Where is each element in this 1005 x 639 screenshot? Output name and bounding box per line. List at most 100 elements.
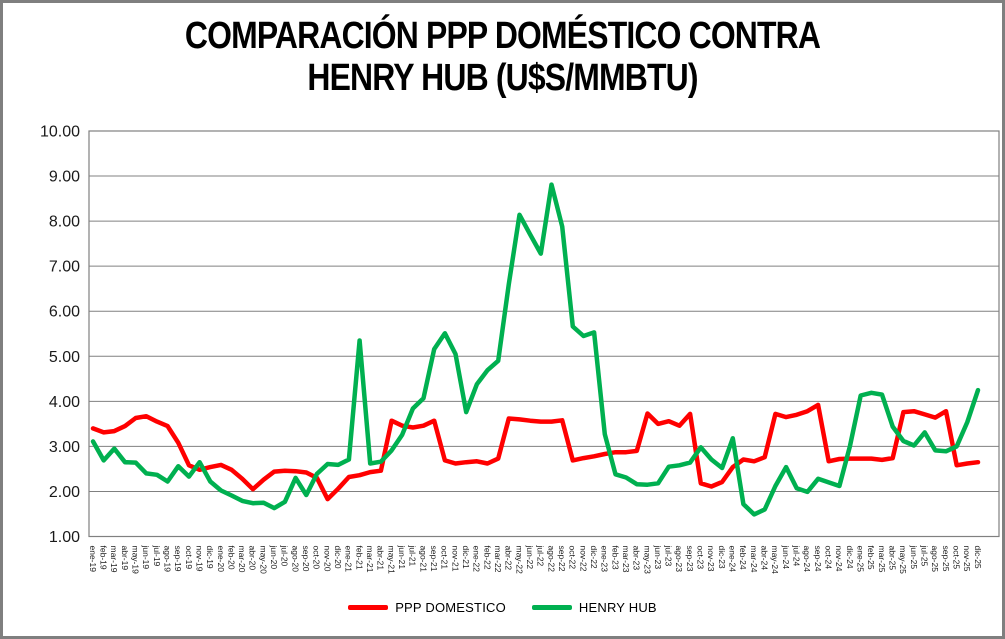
x-axis-label-dic-23: dic-23	[717, 546, 727, 569]
x-axis-label-may-20: may-20	[258, 546, 268, 575]
x-axis-label-ago-21: ago-21	[418, 546, 428, 573]
x-axis-label-nov-23: nov-23	[706, 546, 716, 572]
chart-title-line-2: HENRY HUB (U$S/MMBTU)	[307, 57, 698, 99]
x-axis-label-dic-22: dic-22	[589, 546, 599, 569]
x-axis-label-mar-22: mar-22	[493, 546, 503, 573]
x-axis-label-jul-21: jul-21	[408, 545, 418, 567]
x-axis-label-dic-21: dic-21	[461, 546, 471, 569]
y-axis-label-2.00: 2.00	[49, 484, 80, 501]
x-axis-label-oct-20: oct-20	[312, 546, 322, 570]
x-axis-label-oct-19: oct-19	[184, 546, 194, 570]
legend-label-ppp-domestico: PPP DOMESTICO	[395, 600, 506, 615]
x-axis-label-ago-25: ago-25	[930, 546, 940, 573]
x-axis-label-sep-25: sep-25	[941, 546, 951, 572]
chart-title: COMPARACIÓN PPP DOMÉSTICO CONTRA HENRY H…	[83, 15, 922, 99]
x-axis-label-oct-23: oct-23	[696, 546, 706, 570]
x-axis-label-ene-20: ene-20	[216, 546, 226, 573]
x-axis-label-jul-20: jul-20	[280, 545, 290, 567]
x-axis-label-nov-25: nov-25	[962, 546, 972, 572]
y-axis-label-4.00: 4.00	[49, 394, 80, 411]
series-line-henry-hub	[90, 182, 981, 517]
x-axis-label-dic-25: dic-25	[973, 546, 983, 569]
x-axis-label-ene-19: ene-19	[88, 546, 98, 573]
x-axis-label-jun-21: jun-21	[397, 545, 407, 570]
x-axis-label-nov-21: nov-21	[450, 546, 460, 572]
x-axis-label-may-19: may-19	[130, 546, 140, 575]
x-axis-label-mar-21: mar-21	[365, 546, 375, 573]
y-axis-label-5.00: 5.00	[49, 349, 80, 366]
x-axis-label-jun-19: jun-19	[141, 545, 151, 570]
x-axis-label-feb-20: feb-20	[226, 546, 236, 570]
x-axis-label-abr-23: abr-23	[632, 546, 642, 571]
x-axis-label-dic-19: dic-19	[205, 546, 215, 569]
x-axis-label-sep-23: sep-23	[685, 546, 695, 572]
x-axis-label-sep-24: sep-24	[813, 546, 823, 572]
x-axis-label-sep-22: sep-22	[557, 546, 567, 572]
y-axis-label-9.00: 9.00	[49, 169, 80, 186]
x-axis-label-may-23: may-23	[642, 546, 652, 575]
x-axis-label-mar-24: mar-24	[749, 546, 759, 573]
x-axis-label-oct-25: oct-25	[951, 546, 961, 570]
x-axis-label-dic-20: dic-20	[333, 546, 343, 569]
legend-label-henry-hub: HENRY HUB	[578, 600, 657, 615]
x-axis-label-abr-19: abr-19	[120, 546, 130, 571]
x-axis-label-mar-25: mar-25	[877, 546, 887, 573]
x-axis-label-ene-24: ene-24	[728, 546, 738, 573]
x-axis-label-may-21: may-21	[386, 546, 396, 575]
x-axis-label-jun-20: jun-20	[269, 545, 279, 570]
x-axis-label-jul-19: jul-19	[152, 545, 162, 567]
x-axis-label-abr-22: abr-22	[504, 546, 514, 571]
x-axis-label-mar-20: mar-20	[237, 546, 247, 573]
x-axis-label-feb-21: feb-21	[354, 546, 364, 570]
x-axis-label-ago-20: ago-20	[290, 546, 300, 573]
y-axis-label-6.00: 6.00	[49, 304, 80, 321]
x-axis-label-abr-24: abr-24	[760, 546, 770, 571]
x-axis-label-sep-21: sep-21	[429, 546, 439, 572]
x-axis-label-oct-24: oct-24	[824, 546, 834, 570]
x-axis-label-oct-22: oct-22	[568, 546, 578, 570]
y-axis-label-7.00: 7.00	[49, 259, 80, 276]
x-axis-label-jun-25: jun-25	[909, 545, 919, 570]
x-axis-label-ago-23: ago-23	[674, 546, 684, 573]
x-axis-label-ene-21: ene-21	[344, 546, 354, 573]
x-axis-label-feb-19: feb-19	[98, 546, 108, 570]
x-axis-label-nov-24: nov-24	[834, 546, 844, 572]
chart-title-line-1: COMPARACIÓN PPP DOMÉSTICO CONTRA	[184, 15, 821, 57]
x-axis-label-ago-24: ago-24	[802, 546, 812, 573]
plot-area	[88, 130, 1000, 538]
x-axis-label-dic-24: dic-24	[845, 546, 855, 569]
legend-item-henry-hub: HENRY HUB	[531, 600, 657, 615]
x-axis-label-mar-23: mar-23	[621, 546, 631, 573]
x-axis-label-sep-19: sep-19	[173, 546, 183, 572]
y-axis-label-3.00: 3.00	[49, 439, 80, 456]
legend: PPP DOMESTICO HENRY HUB	[3, 600, 1002, 615]
x-axis-label-jul-25: jul-25	[919, 545, 929, 567]
x-axis-label-nov-19: nov-19	[194, 546, 204, 572]
x-axis-label-sep-20: sep-20	[301, 546, 311, 572]
x-axis-label-nov-22: nov-22	[578, 546, 588, 572]
x-axis-label-nov-20: nov-20	[322, 546, 332, 572]
x-axis-label-jul-22: jul-22	[536, 545, 546, 567]
y-axis-label-10.00: 10.00	[40, 124, 80, 141]
legend-item-ppp-domestico: PPP DOMESTICO	[348, 600, 506, 615]
x-axis-label-feb-24: feb-24	[738, 546, 748, 570]
x-axis-label-ago-22: ago-22	[546, 546, 556, 573]
x-axis-label-abr-21: abr-21	[376, 546, 386, 571]
x-axis-label-jul-23: jul-23	[664, 545, 674, 567]
x-axis-label-ene-23: ene-23	[600, 546, 610, 573]
x-axis-label-feb-25: feb-25	[866, 546, 876, 570]
henry-hub-line-swatch	[531, 605, 572, 610]
x-axis-label-abr-25: abr-25	[887, 546, 897, 571]
x-axis-label-jun-23: jun-23	[653, 545, 663, 570]
x-axis-label-mar-19: mar-19	[109, 546, 119, 573]
y-axis-label-8.00: 8.00	[49, 214, 80, 231]
series-line-ppp-domestico	[90, 402, 981, 502]
x-axis-label-may-22: may-22	[514, 546, 524, 575]
x-axis-label-jun-22: jun-22	[525, 545, 535, 570]
x-axis-label-ago-19: ago-19	[162, 546, 172, 573]
x-axis-label-feb-22: feb-22	[482, 546, 492, 570]
x-axis-label-may-25: may-25	[898, 546, 908, 575]
y-axis-label-1.00: 1.00	[49, 529, 80, 546]
x-axis-label-oct-21: oct-21	[440, 546, 450, 570]
